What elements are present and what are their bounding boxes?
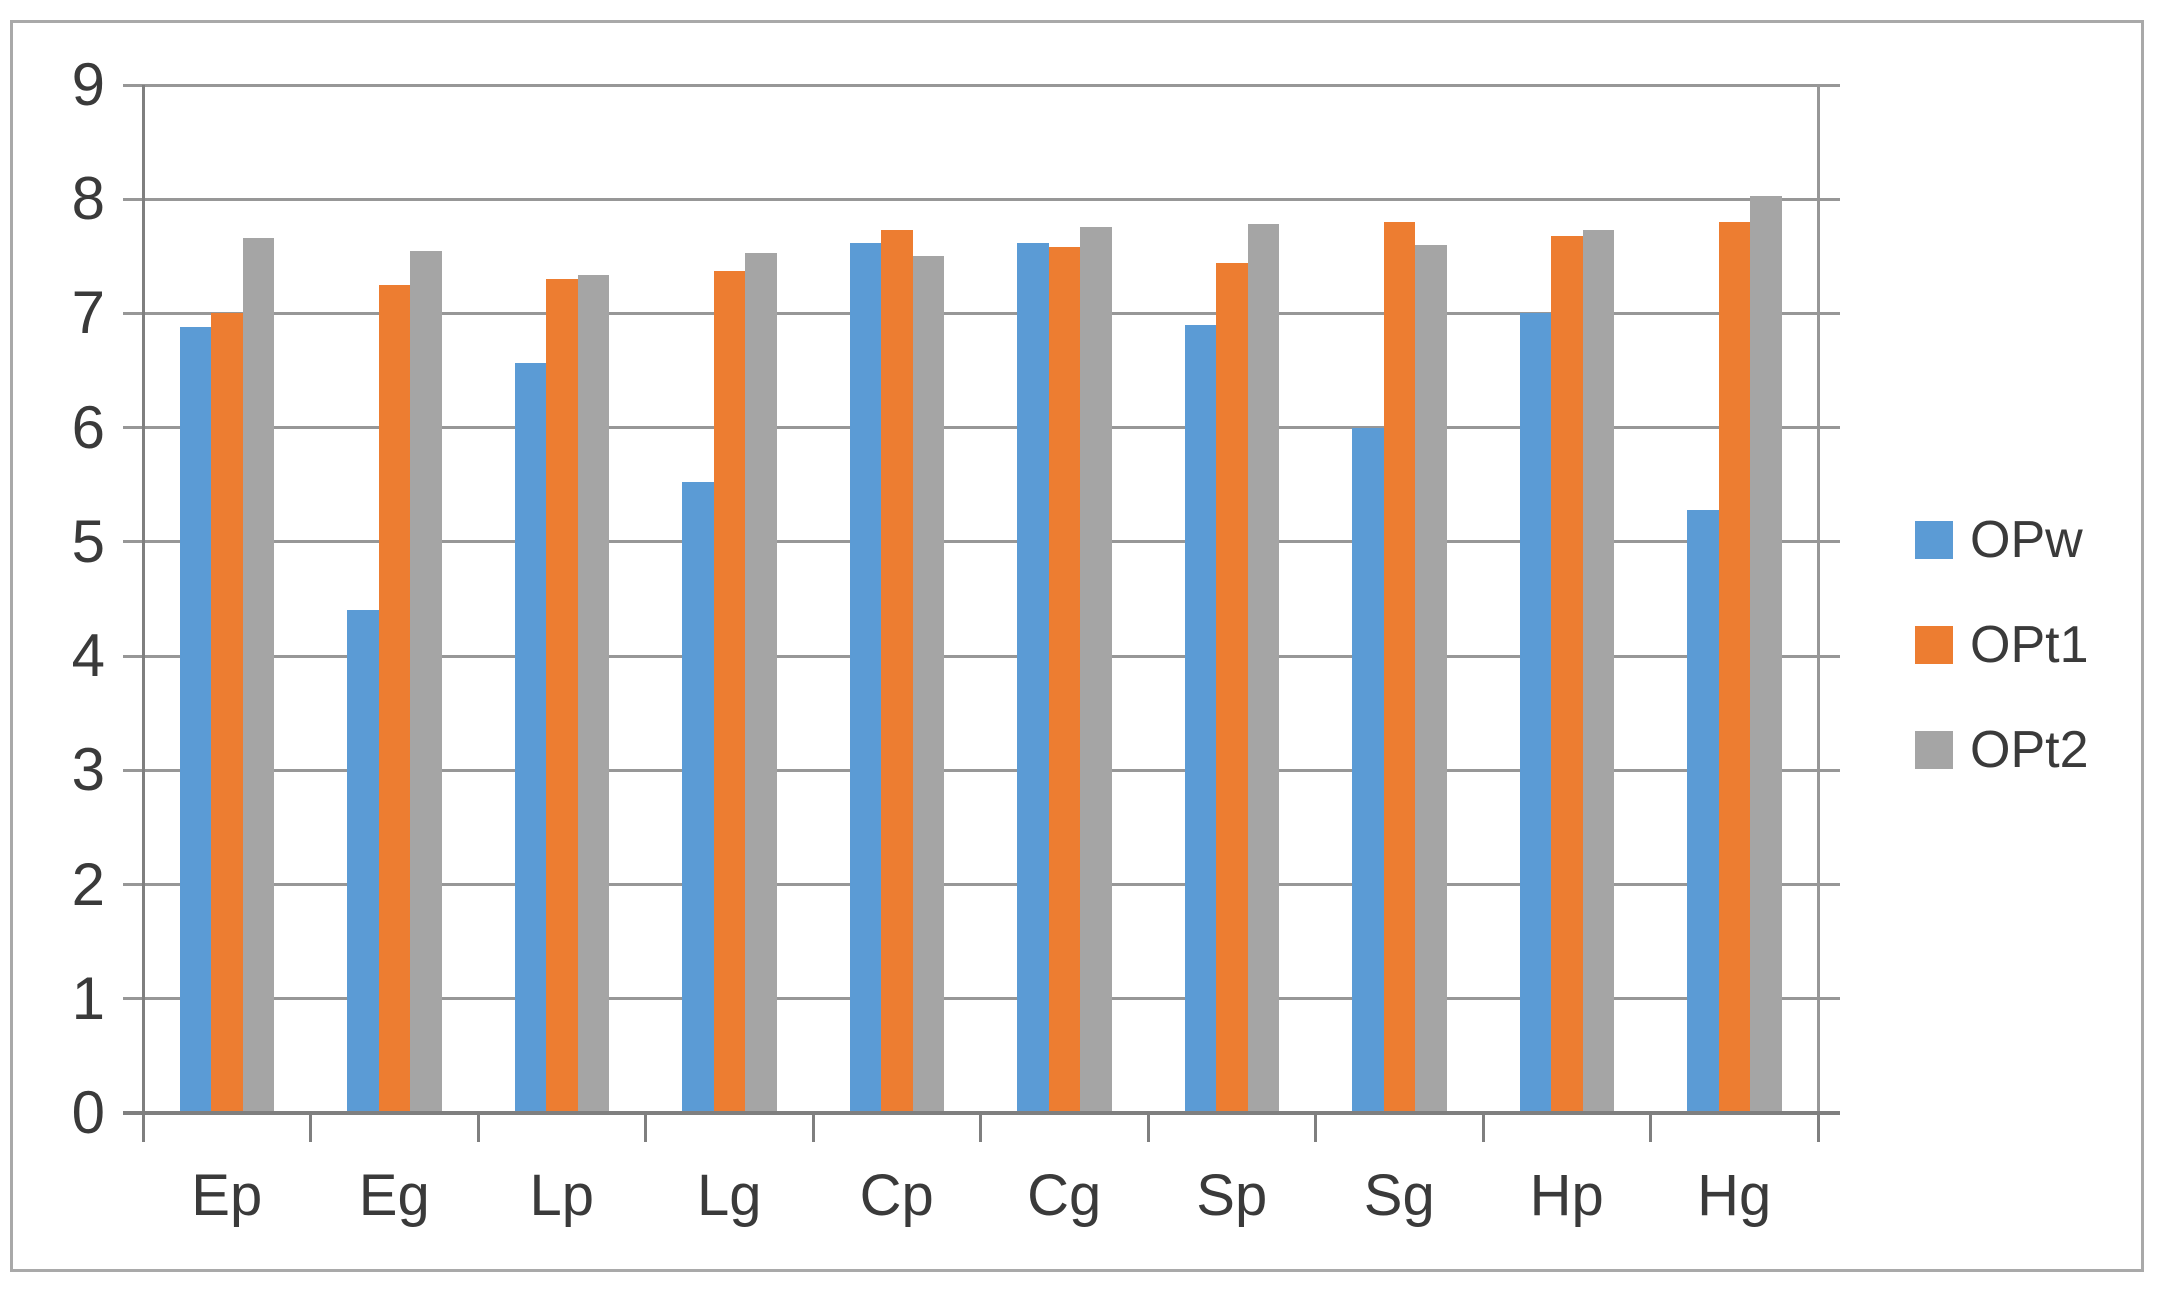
- gridline-y-1: [123, 997, 1840, 1001]
- bar-OPt1-Eg: [378, 284, 410, 1113]
- bar-OPt2-Lg: [745, 252, 777, 1113]
- plot-right-border: [1816, 85, 1820, 1142]
- x-axis-tick: [1816, 1113, 1820, 1142]
- gridline-y-8: [123, 197, 1840, 201]
- x-axis-tick: [979, 1113, 982, 1142]
- x-axis-tick: [1649, 1113, 1652, 1142]
- x-axis-label-Lp: Lp: [529, 1163, 594, 1228]
- bar-OPw-Hg: [1687, 509, 1719, 1113]
- bar-OPt1-Sp: [1216, 263, 1248, 1113]
- bar-OPw-Ep: [179, 327, 211, 1113]
- y-axis-tick-label: 2: [71, 850, 105, 918]
- legend-item-OPt2: OPt2: [1915, 724, 2089, 776]
- bar-OPt2-Sg: [1415, 244, 1447, 1113]
- y-axis-line: [141, 85, 145, 1142]
- bar-OPw-Lp: [514, 362, 546, 1113]
- bar-OPt2-Sp: [1247, 224, 1279, 1113]
- bar-OPt1-Lg: [713, 271, 745, 1113]
- x-axis-label-Lg: Lg: [696, 1163, 762, 1228]
- gridline-y-5: [123, 540, 1840, 544]
- bar-OPt1-Cp: [881, 230, 913, 1113]
- x-axis-tick: [476, 1113, 480, 1142]
- y-axis-tick-label: 8: [71, 165, 105, 233]
- bar-OPt2-Cp: [912, 256, 944, 1113]
- legend-swatch-OPw: [1915, 521, 1953, 559]
- bar-OPw-Sg: [1352, 427, 1384, 1113]
- bar-OPw-Hp: [1519, 313, 1551, 1113]
- bar-OPw-Lg: [682, 482, 714, 1113]
- bar-OPt1-Sg: [1383, 222, 1415, 1113]
- bar-OPt1-Lp: [546, 279, 578, 1113]
- bar-OPt2-Lp: [577, 274, 609, 1113]
- bar-OPt2-Cg: [1080, 226, 1112, 1113]
- x-axis-tick: [1481, 1113, 1485, 1142]
- y-axis-tick-label: 0: [71, 1079, 105, 1146]
- bar-OPw-Eg: [347, 610, 379, 1113]
- y-axis-tick-label: 3: [71, 736, 105, 804]
- gridline-y-6: [123, 426, 1840, 430]
- bar-OPw-Cp: [849, 242, 881, 1113]
- x-axis-tick: [1146, 1113, 1150, 1142]
- y-axis-tick-label: 4: [71, 622, 105, 690]
- legend-label-OPt2: OPt2: [1970, 721, 2089, 779]
- bar-OPt1-Ep: [211, 313, 243, 1113]
- bar-OPw-Cg: [1017, 242, 1049, 1113]
- x-axis-label-Cp: Cp: [859, 1163, 934, 1228]
- x-axis-label-Sg: Sg: [1363, 1163, 1435, 1228]
- bar-OPw-Sp: [1184, 324, 1216, 1113]
- x-axis-label-Cg: Cg: [1027, 1163, 1102, 1228]
- gridline-y-2: [123, 883, 1840, 887]
- bar-OPt1-Hg: [1718, 222, 1750, 1113]
- x-axis-tick: [141, 1113, 145, 1142]
- legend-label-OPw: OPw: [1970, 511, 2083, 569]
- x-axis-label-Sp: Sp: [1196, 1163, 1268, 1228]
- x-axis-tick: [811, 1113, 815, 1142]
- legend-item-OPt1: OPt1: [1915, 619, 2089, 671]
- y-axis-tick-label: 7: [71, 279, 105, 347]
- x-axis-tick: [1314, 1113, 1317, 1142]
- bar-OPt2-Eg: [410, 250, 442, 1113]
- bar-OPt1-Hp: [1551, 235, 1583, 1113]
- bar-OPt2-Hg: [1750, 195, 1782, 1113]
- x-axis-label-Eg: Eg: [358, 1163, 430, 1228]
- gridline-y-7: [123, 311, 1840, 315]
- y-axis-tick-label: 1: [71, 964, 105, 1032]
- legend-item-OPw: OPw: [1915, 514, 2083, 566]
- bar-OPt1-Cg: [1048, 247, 1080, 1113]
- x-axis-label-Hp: Hp: [1529, 1163, 1604, 1228]
- gridline-y-9: [123, 83, 1840, 87]
- gridline-y-3: [123, 768, 1840, 772]
- x-axis-tick: [644, 1113, 647, 1142]
- x-axis-tick: [309, 1113, 312, 1142]
- x-axis-line: [123, 1111, 1840, 1115]
- x-axis-label-Hg: Hg: [1697, 1163, 1772, 1228]
- legend-swatch-OPt1: [1915, 626, 1953, 664]
- y-axis-tick-label: 6: [71, 393, 105, 461]
- bar-OPt2-Ep: [242, 238, 274, 1113]
- legend-label-OPt1: OPt1: [1970, 616, 2089, 674]
- y-axis-tick-label: 9: [71, 51, 105, 118]
- bar-OPt2-Hp: [1582, 230, 1614, 1113]
- legend-swatch-OPt2: [1915, 731, 1953, 769]
- y-axis-tick-label: 5: [71, 507, 105, 575]
- x-axis-label-Ep: Ep: [191, 1163, 263, 1228]
- gridline-y-4: [123, 654, 1840, 658]
